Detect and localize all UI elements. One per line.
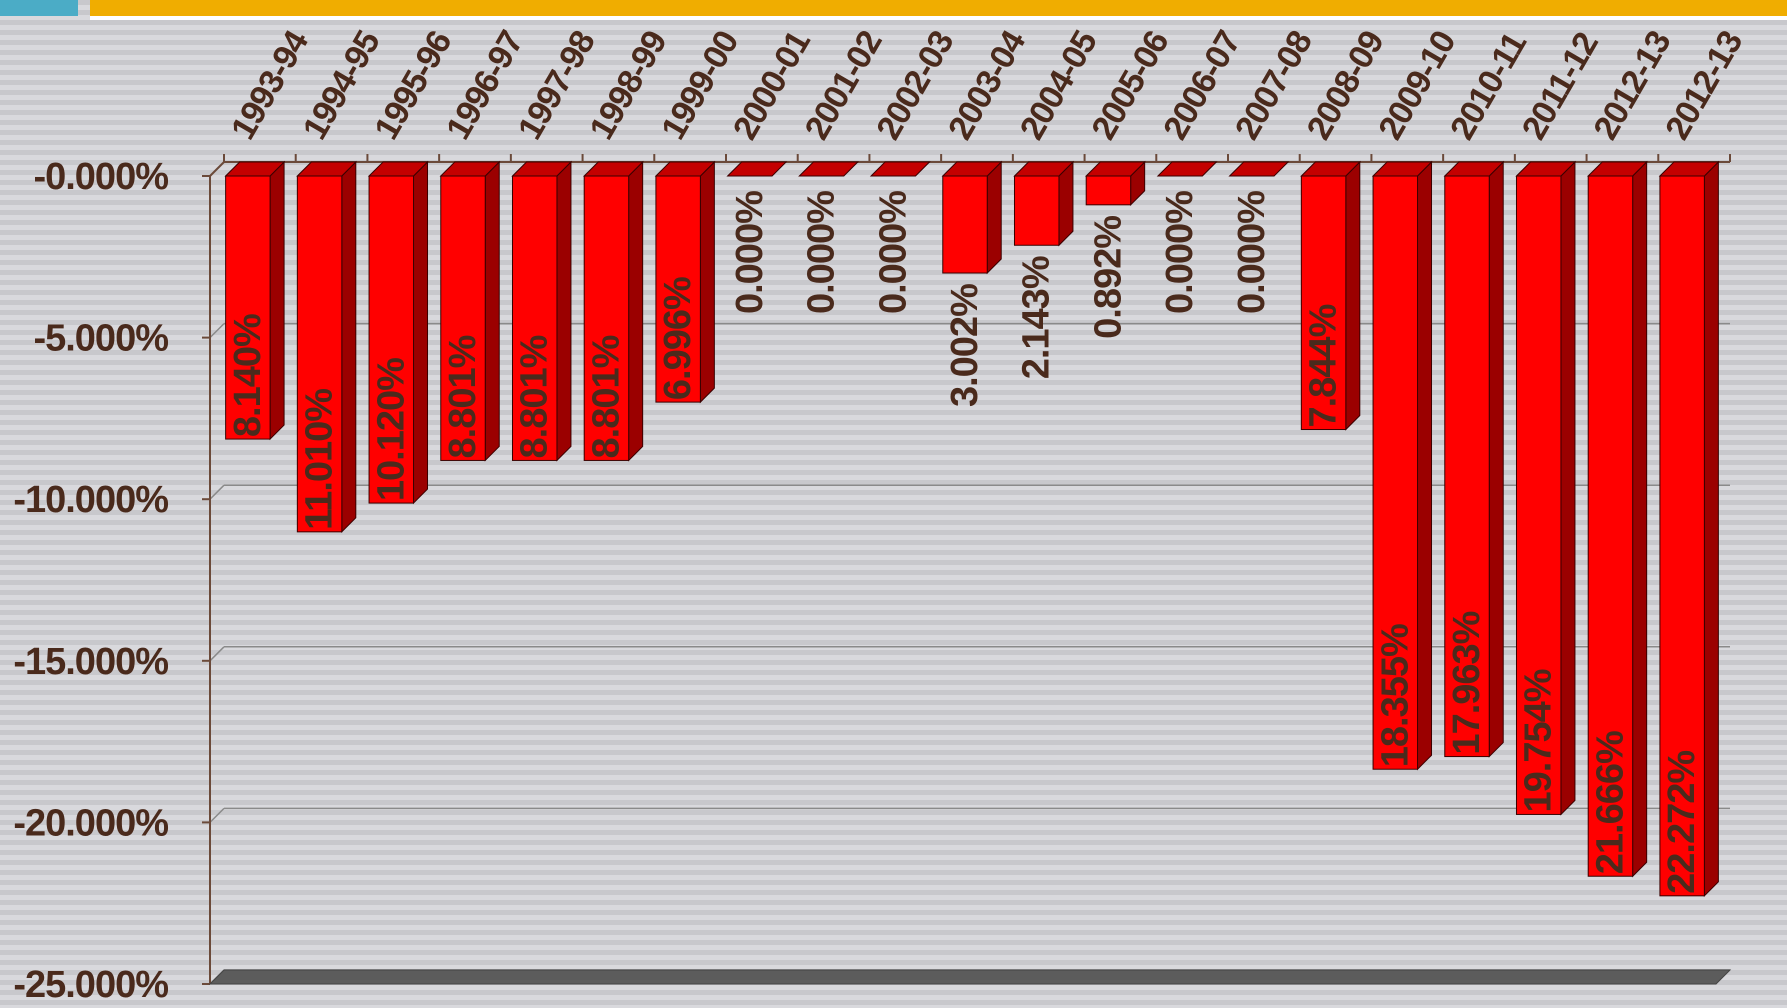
data-label: 3.002% bbox=[944, 284, 986, 407]
data-label: 18.355% bbox=[1374, 624, 1416, 767]
data-label: 0.000% bbox=[729, 191, 771, 314]
bar bbox=[1515, 160, 1577, 816]
bar bbox=[1156, 161, 1218, 177]
data-label: 0.000% bbox=[872, 191, 914, 314]
data-label: 8.140% bbox=[227, 314, 269, 437]
y-tick-label: -0.000% bbox=[33, 156, 168, 198]
bar bbox=[798, 161, 860, 177]
data-label: 11.010% bbox=[299, 389, 341, 530]
data-label: 2.143% bbox=[1016, 256, 1058, 379]
bar bbox=[941, 160, 1003, 275]
data-label: 8.801% bbox=[585, 335, 627, 458]
data-label: 8.801% bbox=[442, 335, 484, 458]
gridline-side bbox=[209, 484, 225, 500]
y-tick-label: -20.000% bbox=[13, 802, 168, 844]
data-label: 19.754% bbox=[1518, 669, 1560, 812]
y-tick-label: -15.000% bbox=[13, 641, 168, 683]
data-label: 6.996% bbox=[657, 277, 699, 400]
top-accent-divider bbox=[90, 16, 1787, 20]
bar bbox=[582, 160, 644, 462]
gridline-side bbox=[209, 323, 225, 339]
bar bbox=[439, 160, 501, 462]
y-tick-label: -25.000% bbox=[13, 964, 168, 1006]
bars bbox=[224, 160, 1720, 898]
data-label: 22.272% bbox=[1661, 751, 1703, 894]
data-label: 0.892% bbox=[1087, 216, 1129, 339]
y-tick-label: -10.000% bbox=[13, 479, 168, 521]
bar bbox=[1013, 160, 1075, 247]
x-axis-tick-labels: 1993-941994-951995-961996-971997-981998-… bbox=[224, 24, 1750, 146]
data-label: 0.000% bbox=[1159, 191, 1201, 314]
data-label: 10.120% bbox=[370, 358, 412, 501]
bar bbox=[296, 160, 358, 534]
bar bbox=[511, 160, 573, 462]
bar bbox=[1228, 161, 1290, 177]
bar bbox=[1300, 160, 1362, 431]
bar bbox=[367, 160, 429, 505]
top-accent-bar-blue bbox=[0, 0, 78, 16]
bar bbox=[726, 161, 788, 177]
data-labels: 8.140% 11.010% 10.120% 8.801% 8.801% 8.801% 6.… bbox=[227, 191, 1703, 894]
data-label: 8.801% bbox=[514, 335, 556, 458]
y-axis-tick-labels: -0.000% -5.000% -10.000% -15.000% -20.000% -2… bbox=[13, 156, 169, 1006]
gridline-side bbox=[209, 807, 225, 823]
bar bbox=[1084, 160, 1146, 207]
bar bbox=[869, 161, 931, 177]
bar bbox=[224, 160, 286, 441]
data-label: 21.666% bbox=[1589, 731, 1631, 874]
gridline-side bbox=[209, 646, 225, 662]
data-label: 7.844% bbox=[1303, 304, 1345, 427]
bar bbox=[1371, 160, 1433, 771]
chart-floor bbox=[208, 969, 1732, 985]
top-accent-bar-gold bbox=[90, 0, 1787, 16]
data-label: 0.000% bbox=[801, 191, 843, 314]
bar bbox=[1586, 160, 1648, 878]
data-label: 0.000% bbox=[1231, 191, 1273, 314]
bar bbox=[654, 160, 716, 404]
bar bbox=[1443, 160, 1505, 758]
y-tick-label: -5.000% bbox=[33, 318, 168, 360]
data-label: 17.963% bbox=[1446, 611, 1488, 754]
bar bbox=[1658, 160, 1720, 898]
x-axis-corner bbox=[209, 161, 225, 177]
